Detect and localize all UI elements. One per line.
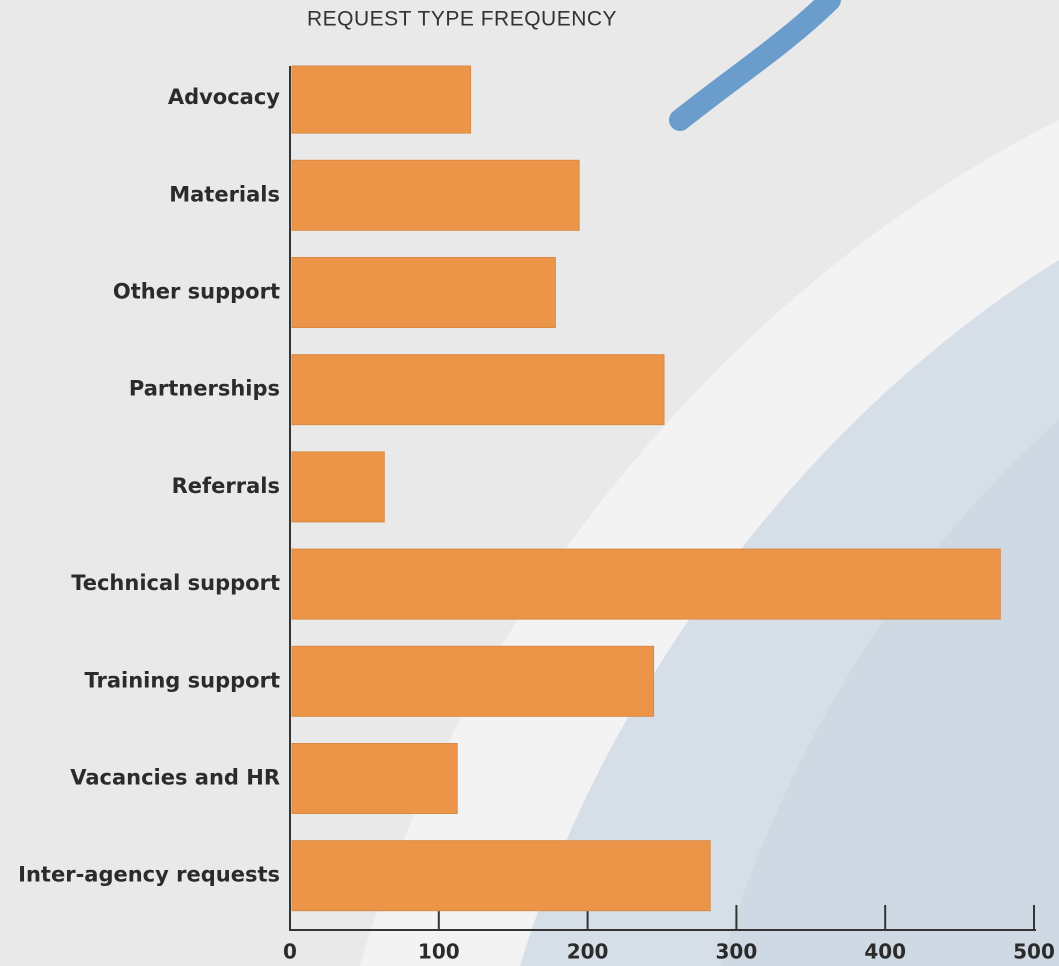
- y-tick-label: Inter-agency requests: [18, 863, 280, 887]
- bar: [292, 452, 384, 522]
- x-tick-label: 100: [418, 940, 460, 964]
- x-tick-label: 500: [1013, 940, 1055, 964]
- y-tick-label: Vacancies and HR: [70, 766, 280, 790]
- bar: [292, 549, 1000, 619]
- y-tick-label: Referrals: [172, 474, 280, 498]
- x-tick-label: 400: [864, 940, 906, 964]
- y-tick-label: Partnerships: [129, 377, 280, 401]
- bar: [292, 841, 710, 911]
- x-tick-label: 0: [283, 940, 297, 964]
- bar: [292, 355, 664, 425]
- bar: [292, 160, 579, 230]
- bar: [292, 258, 555, 328]
- y-tick-label: Materials: [169, 182, 280, 206]
- bar: [292, 744, 457, 814]
- y-tick-label: Other support: [113, 280, 280, 304]
- y-tick-label: Training support: [84, 668, 280, 692]
- chart: REQUEST TYPE FREQUENCY 0 100 200 300 400 500 A…: [0, 0, 1059, 966]
- y-tick-label: Technical support: [71, 571, 280, 595]
- bar: [292, 646, 654, 716]
- x-tick-label: 200: [567, 940, 609, 964]
- y-tick-label: Advocacy: [168, 85, 280, 109]
- chart-title: REQUEST TYPE FREQUENCY: [307, 8, 617, 31]
- bar: [292, 66, 471, 133]
- x-tick-label: 300: [716, 940, 758, 964]
